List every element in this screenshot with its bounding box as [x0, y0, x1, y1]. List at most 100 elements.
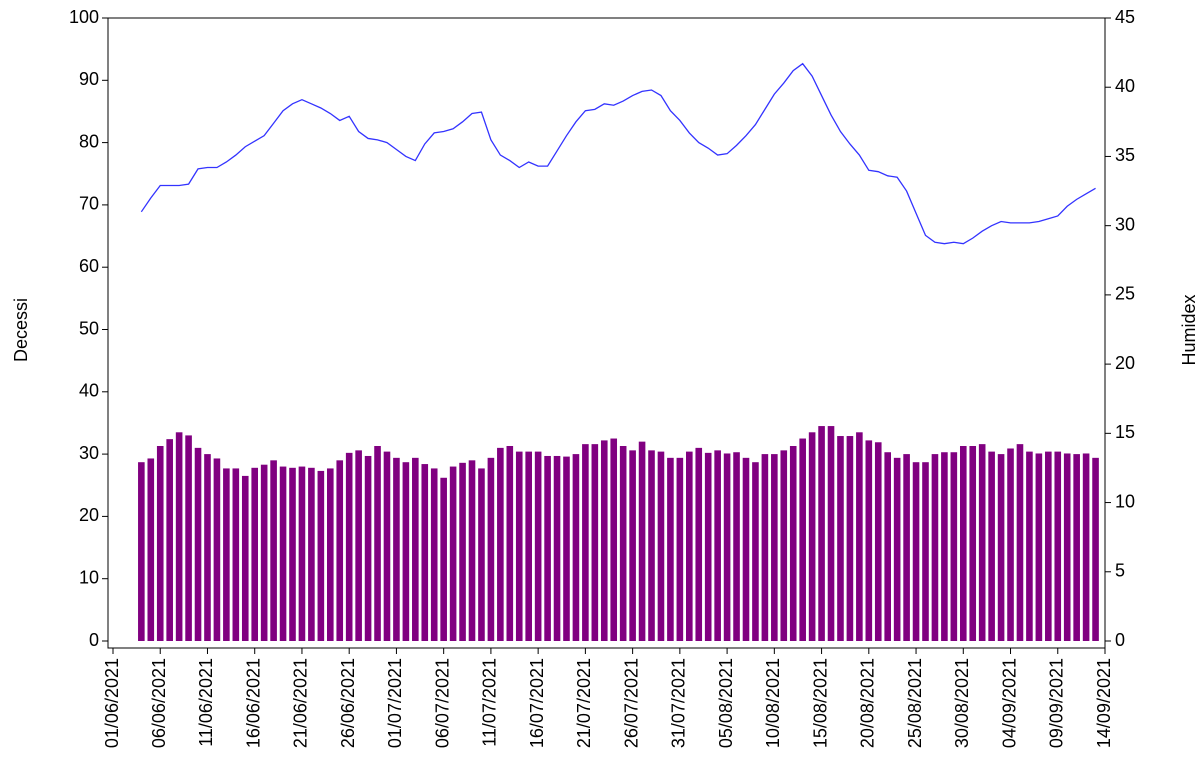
bar — [808, 432, 816, 641]
line — [140, 62, 1096, 245]
bar — [704, 452, 712, 641]
x-tick-label: 01/06/2021 — [102, 658, 122, 748]
x-tick-label: 01/07/2021 — [385, 658, 405, 748]
bar — [733, 452, 740, 641]
bar — [865, 440, 873, 641]
bar — [232, 468, 240, 641]
bar — [686, 451, 693, 641]
bar — [213, 458, 221, 641]
x-tick-label: 31/07/2021 — [669, 658, 689, 748]
bar — [997, 454, 1005, 641]
bar — [1092, 457, 1099, 641]
y-tick-label: 10 — [79, 567, 99, 587]
bar — [430, 468, 438, 641]
bar — [988, 451, 995, 641]
bar — [667, 457, 674, 641]
x-tick-label: 09/09/2021 — [1047, 658, 1067, 748]
x-tick-label: 06/06/2021 — [149, 658, 169, 748]
bar — [534, 451, 542, 641]
bar — [166, 439, 173, 641]
x-tick-label: 21/07/2021 — [574, 658, 594, 748]
bar — [1082, 453, 1090, 641]
x-tick-label: 26/06/2021 — [338, 658, 358, 748]
y-tick-label: 60 — [79, 256, 99, 276]
x-tick-label: 16/06/2021 — [243, 658, 263, 748]
y-tick-label: 70 — [79, 194, 99, 214]
y2-tick-label: 45 — [1115, 7, 1135, 27]
bar — [789, 446, 797, 641]
bar — [175, 432, 183, 641]
bar — [223, 468, 230, 641]
bar — [298, 466, 306, 641]
bar — [525, 451, 532, 641]
bar — [799, 438, 806, 641]
bar — [1063, 453, 1071, 641]
bar — [563, 456, 570, 641]
bar — [440, 477, 447, 641]
bar — [591, 444, 599, 641]
bar — [676, 457, 684, 641]
y-tick-label: 50 — [79, 318, 99, 338]
y-tick-label: 80 — [79, 131, 99, 151]
bar — [619, 446, 627, 641]
bar — [147, 458, 155, 641]
bar — [742, 457, 750, 641]
bar — [600, 440, 608, 641]
bar — [931, 454, 939, 641]
bar — [846, 436, 854, 641]
bar — [553, 455, 561, 641]
x-tick-label: 11/06/2021 — [196, 658, 216, 747]
bar — [771, 454, 778, 641]
bar — [856, 432, 863, 641]
y-tick-label: 90 — [79, 69, 99, 89]
x-tick-label: 21/06/2021 — [291, 658, 311, 748]
y2-tick-label: 10 — [1115, 491, 1135, 511]
bar — [138, 462, 145, 641]
bar — [449, 466, 457, 641]
bar — [156, 446, 164, 641]
bar — [194, 447, 202, 641]
bar — [837, 436, 844, 641]
x-tick-label: 11/07/2021 — [480, 658, 500, 747]
bar — [345, 452, 353, 641]
bar — [468, 460, 476, 641]
bar — [648, 450, 655, 641]
bar — [355, 450, 362, 641]
x-tick-label: 04/09/2021 — [999, 658, 1019, 748]
bar — [959, 446, 967, 641]
x-tick-label: 20/08/2021 — [858, 658, 878, 748]
bar — [544, 455, 551, 641]
bar — [950, 452, 958, 641]
y-tick-label: 100 — [69, 7, 99, 27]
y2-tick-label: 5 — [1115, 561, 1125, 581]
bar — [260, 464, 268, 641]
x-tick-label: 30/08/2021 — [952, 658, 972, 748]
bar — [412, 457, 419, 641]
bar — [969, 446, 977, 641]
bar — [657, 451, 665, 641]
bar — [761, 454, 769, 641]
bar — [336, 460, 344, 641]
x-tick-label: 15/08/2021 — [810, 658, 830, 748]
x-tick-label: 06/07/2021 — [432, 658, 452, 748]
plot-frame — [107, 17, 1106, 649]
bar — [497, 447, 504, 641]
bar — [582, 444, 589, 641]
bar — [383, 451, 391, 641]
bar — [1026, 451, 1033, 641]
bar — [752, 462, 759, 641]
bar — [515, 451, 523, 641]
y-tick-label: 40 — [79, 381, 99, 401]
bar — [374, 446, 381, 641]
bar — [1073, 454, 1080, 641]
bar — [364, 455, 372, 641]
y2-tick-label: 20 — [1115, 353, 1135, 373]
bar — [780, 450, 788, 641]
y2-tick-label: 0 — [1115, 630, 1125, 650]
bar — [903, 454, 910, 641]
bar — [478, 468, 485, 641]
bar — [723, 453, 731, 641]
y2-axis-title: Humidex — [1179, 294, 1199, 365]
bar — [818, 426, 825, 641]
